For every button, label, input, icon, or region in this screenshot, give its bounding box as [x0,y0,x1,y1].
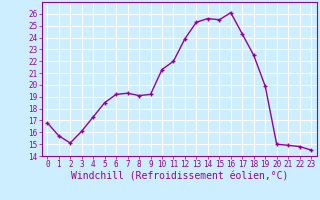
X-axis label: Windchill (Refroidissement éolien,°C): Windchill (Refroidissement éolien,°C) [70,172,288,182]
